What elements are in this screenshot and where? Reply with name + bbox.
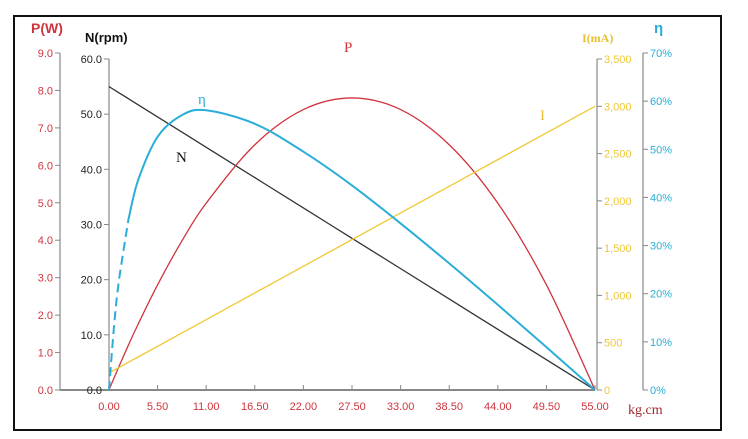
eta-tick-label: 20% [650,289,672,301]
eta-tick-label: 70% [650,48,672,60]
P-tick-label: 5.0 [38,198,53,210]
P-tick-label: 9.0 [38,48,53,60]
chart-frame [13,15,722,431]
x-tick-label: 49.50 [533,401,561,413]
x-axis-title: kg.cm [628,403,663,418]
x-tick-label: 44.00 [484,401,512,413]
P-tick-label: 7.0 [38,123,53,135]
eta-tick-label: 40% [650,192,672,204]
P-tick-label: 4.0 [38,235,53,247]
P-tick-label: 0.0 [38,385,53,397]
N-tick-label: 30.0 [81,220,102,232]
P-tick-label: 8.0 [38,85,53,97]
x-tick-label: 33.00 [387,401,415,413]
eta-tick-label: 60% [650,96,672,108]
n-axis-title: N(rpm) [85,30,128,45]
I-tick-label: 3,500 [604,54,632,66]
x-tick-label: 5.50 [147,401,168,413]
I-tick-label: 1,000 [604,290,632,302]
N-tick-label: 60.0 [81,54,102,66]
series-line-i [108,105,596,374]
I-tick-label: 500 [604,338,622,350]
x-tick-label: 27.50 [338,401,366,413]
I-tick-label: 2,000 [604,196,632,208]
series-label-eta: η [198,92,206,108]
I-tick-label: 2,500 [604,149,632,161]
N-tick-label: 10.0 [81,330,102,342]
series-line-p [108,97,596,391]
x-tick-label: 16.50 [241,401,269,413]
p-axis-title: P(W) [31,20,63,36]
P-tick-label: 3.0 [38,273,53,285]
N-tick-label: 40.0 [81,164,102,176]
I-tick-label: 3,000 [604,101,632,113]
x-tick-label: 38.50 [435,401,463,413]
x-tick-label: 11.00 [193,401,220,413]
P-tick-label: 2.0 [38,310,53,322]
series-label-i: I [540,108,545,124]
eta-tick-label: 30% [650,241,672,253]
eta-tick-label: 50% [650,144,672,156]
x-tick-label: 22.00 [290,401,318,413]
eta-tick-label: 0% [650,385,666,397]
I-tick-label: 1,500 [604,243,632,255]
N-tick-label: 50.0 [81,109,102,121]
x-tick-label: 55.00 [581,401,609,413]
P-tick-label: 6.0 [38,160,53,172]
series-line-eta [127,108,596,391]
I-tick-label: 0 [604,385,610,397]
N-tick-label: 20.0 [81,275,102,287]
x-tick-label: 0.00 [98,401,119,413]
i-axis-title: I(mA) [582,31,614,45]
N-tick-label: 0.0 [87,385,102,397]
series-label-n: N [176,150,187,166]
series-label-p: P [344,40,353,56]
series-line-eta-dashed [108,219,130,391]
P-tick-label: 1.0 [38,348,53,360]
eta-axis-title: η [654,20,664,37]
series-line-n [108,86,596,391]
eta-tick-label: 10% [650,337,672,349]
